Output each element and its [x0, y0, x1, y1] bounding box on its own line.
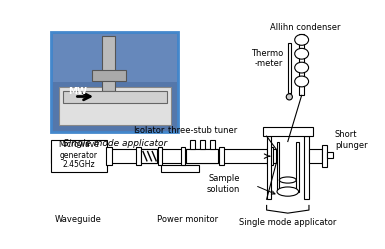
Ellipse shape: [295, 48, 309, 59]
Bar: [181, 147, 186, 165]
Bar: [51, 140, 107, 172]
Bar: [323, 145, 327, 167]
Text: 2.45GHz: 2.45GHz: [63, 160, 95, 169]
Text: Single mode applicator: Single mode applicator: [63, 139, 167, 148]
Bar: [210, 140, 215, 149]
Bar: [59, 87, 171, 125]
Text: Allihn condenser: Allihn condenser: [270, 23, 341, 32]
Bar: [53, 82, 177, 131]
Bar: [51, 32, 178, 132]
Text: Thermo
-meter: Thermo -meter: [251, 49, 283, 68]
Bar: [288, 43, 291, 93]
Bar: [161, 165, 199, 172]
Bar: [190, 140, 195, 149]
Bar: [53, 34, 177, 84]
Bar: [277, 141, 280, 191]
Text: three-stub tuner: three-stub tuner: [168, 126, 237, 135]
Bar: [186, 149, 219, 163]
Bar: [219, 147, 224, 165]
Bar: [309, 149, 323, 163]
Text: Power monitor: Power monitor: [157, 215, 218, 224]
Bar: [263, 127, 313, 136]
Text: Sample
solution: Sample solution: [206, 174, 239, 193]
Text: MW: MW: [68, 87, 87, 96]
Bar: [51, 149, 276, 163]
Ellipse shape: [295, 35, 309, 45]
Bar: [158, 147, 162, 165]
Bar: [266, 136, 271, 199]
Ellipse shape: [295, 76, 309, 87]
Bar: [300, 34, 304, 95]
Text: Waveguide: Waveguide: [55, 215, 102, 224]
Bar: [305, 136, 309, 199]
Bar: [200, 140, 205, 149]
Ellipse shape: [277, 187, 299, 196]
Bar: [142, 149, 157, 163]
Text: Microwave
generator: Microwave generator: [59, 140, 100, 160]
Text: Isolator: Isolator: [134, 126, 165, 135]
Bar: [106, 147, 112, 165]
Ellipse shape: [286, 94, 293, 100]
Bar: [296, 141, 299, 191]
Bar: [63, 91, 167, 103]
Bar: [92, 70, 126, 81]
Bar: [327, 152, 333, 158]
Text: Short
plunger: Short plunger: [335, 130, 367, 150]
Text: Single mode applicator: Single mode applicator: [239, 218, 336, 227]
Ellipse shape: [295, 62, 309, 73]
Bar: [136, 147, 141, 165]
Bar: [102, 36, 115, 91]
Bar: [268, 147, 273, 165]
